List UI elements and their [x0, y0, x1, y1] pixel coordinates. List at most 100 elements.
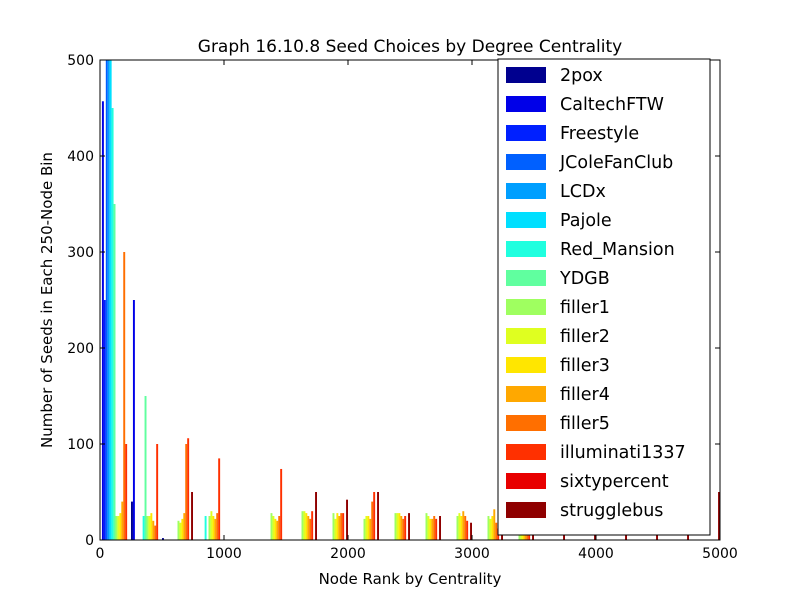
- bar-filler2-bin-9: [396, 513, 399, 540]
- bar-filler1-bin-12: [487, 516, 490, 540]
- legend-label-filler3: filler3: [560, 356, 610, 376]
- bar-filler2-bin-8: [365, 516, 368, 540]
- bar-illuminati1337-bin-2: [187, 438, 190, 540]
- bar-pajole-bin-0: [109, 60, 112, 540]
- legend-swatch-freestyle: [506, 125, 546, 141]
- bar-strugglebus-bin-6: [315, 492, 317, 540]
- legend-label-illuminati1337: illuminati1337: [560, 443, 686, 463]
- bar-filler3-bin-10: [429, 518, 432, 540]
- legend: 2pox CaltechFTW Freestyle JColeFanClub LCDx P…: [497, 58, 711, 536]
- legend-swatch-filler5: [506, 415, 546, 431]
- bar-red-mansion-bin-1: [142, 516, 145, 540]
- bar-filler5-bin-1: [154, 525, 157, 540]
- bar-filler3-bin-5: [274, 518, 277, 540]
- legend-label-caltechftw: CaltechFTW: [560, 95, 664, 115]
- legend-swatch-2pox: [506, 67, 546, 83]
- bar-strugglebus-bin-7: [346, 499, 348, 540]
- bar-filler5-bin-7: [340, 513, 343, 540]
- bar-filler4-bin-0: [121, 501, 124, 540]
- bar-filler4-bin-2: [183, 513, 186, 540]
- bar-filler5-bin-11: [464, 516, 467, 540]
- bar-filler3-bin-9: [398, 513, 401, 540]
- legend-label-filler2: filler2: [560, 327, 610, 347]
- bar-filler5-bin-3: [216, 513, 219, 540]
- bar-filler1-bin-0: [115, 516, 118, 540]
- bar-illuminati1337-bin-9: [404, 516, 407, 540]
- x-tick-label: 4000: [578, 546, 614, 562]
- x-tick-label: 2000: [330, 546, 366, 562]
- x-tick-label: 5000: [702, 546, 738, 562]
- bar-filler2-bin-3: [210, 511, 213, 540]
- bar-strugglebus-bin-19: [718, 492, 720, 540]
- legend-label-lcdx: LCDx: [560, 182, 606, 202]
- bar-filler3-bin-1: [150, 513, 153, 540]
- bar-illuminati1337-bin-0: [125, 444, 128, 540]
- legend-label-red-mansion: Red_Mansion: [560, 240, 675, 260]
- x-tick-label: 1000: [206, 546, 242, 562]
- bar-filler2-bin-5: [272, 516, 275, 540]
- legend-swatch-red-mansion: [506, 241, 546, 257]
- bar-filler2-bin-1: [148, 516, 151, 540]
- bar-2pox-bin-1: [131, 501, 133, 540]
- legend-label-filler5: filler5: [560, 414, 610, 434]
- bar-filler5-bin-0: [123, 252, 126, 540]
- bar-filler5-bin-9: [402, 518, 405, 540]
- legend-swatch-sixtypercent: [506, 473, 546, 489]
- y-tick-label: 400: [67, 149, 94, 165]
- bar-caltechftw-bin-1: [132, 300, 135, 540]
- bar-illuminati1337-bin-1: [156, 444, 159, 540]
- bar-filler5-bin-10: [433, 516, 436, 540]
- legend-label-jcolefanclub: JColeFanClub: [559, 153, 673, 173]
- legend-swatch-filler4: [506, 386, 546, 402]
- x-axis-label: Node Rank by Centrality: [319, 570, 502, 588]
- legend-swatch-caltechftw: [506, 96, 546, 112]
- bar-filler5-bin-8: [371, 501, 374, 540]
- plot-area-frame: [99, 59, 721, 541]
- bar-filler4-bin-10: [431, 518, 434, 540]
- y-tick-label: 0: [85, 533, 94, 549]
- legend-swatch-jcolefanclub: [506, 154, 546, 170]
- bar-2pox-bin-2: [162, 538, 164, 540]
- bar-filler1-bin-6: [301, 511, 304, 540]
- bar-filler4-bin-5: [276, 520, 279, 540]
- bar-illuminati1337-bin-8: [373, 492, 376, 540]
- bar-filler2-bin-12: [489, 518, 492, 540]
- bar-filler2-bin-10: [427, 516, 430, 540]
- bar-filler3-bin-2: [181, 518, 184, 540]
- bar-filler3-bin-11: [460, 516, 463, 540]
- chart-title: Graph 16.10.8 Seed Choices by Degree Cen…: [198, 37, 622, 57]
- legend-label-strugglebus: strugglebus: [560, 501, 663, 521]
- y-tick-label: 200: [67, 341, 94, 357]
- bar-filler4-bin-9: [400, 516, 403, 540]
- legend-label-2pox: 2pox: [560, 66, 603, 86]
- bar-filler1-bin-9: [394, 513, 397, 540]
- bar-filler3-bin-12: [491, 516, 494, 540]
- legend-label-freestyle: Freestyle: [560, 124, 639, 144]
- legend-label-pajole: Pajole: [560, 211, 612, 231]
- bar-filler2-bin-2: [179, 522, 182, 540]
- bar-filler4-bin-11: [462, 511, 465, 540]
- bar-illuminati1337-bin-5: [280, 468, 283, 540]
- bar-illuminati1337-bin-6: [311, 511, 314, 540]
- bar-strugglebus-bin-10: [439, 516, 441, 540]
- bar-illuminati1337-bin-10: [435, 518, 438, 540]
- bar-caltechftw-bin-0: [101, 101, 104, 540]
- bar-filler2-bin-0: [117, 516, 120, 540]
- bar-filler1-bin-3: [208, 516, 211, 540]
- y-axis-label: Number of Seeds in Each 250-Node Bin: [38, 152, 56, 448]
- bar-filler5-bin-12: [495, 522, 498, 540]
- bar-filler1-bin-2: [177, 520, 180, 540]
- bar-filler4-bin-1: [152, 520, 155, 540]
- bar-filler3-bin-6: [305, 513, 308, 540]
- bar-filler1-bin-5: [270, 513, 273, 540]
- legend-swatch-strugglebus: [506, 502, 546, 518]
- bar-ydgb-bin-0: [113, 204, 116, 540]
- bar-ydgb-bin-1: [144, 396, 147, 540]
- bar-illuminati1337-bin-11: [466, 520, 469, 540]
- bars-group: [101, 60, 720, 540]
- bar-red-mansion-bin-3: [204, 516, 207, 540]
- bar-strugglebus-bin-11: [470, 522, 472, 540]
- bar-filler4-bin-7: [338, 516, 341, 540]
- legend-label-filler1: filler1: [560, 298, 610, 318]
